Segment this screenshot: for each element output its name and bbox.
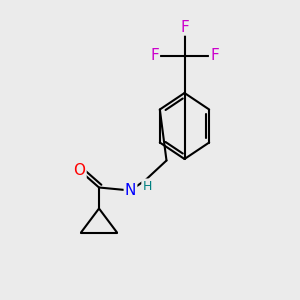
Text: N: N	[125, 183, 136, 198]
Text: O: O	[74, 163, 86, 178]
Text: F: F	[150, 48, 159, 63]
Text: F: F	[180, 20, 189, 34]
Text: H: H	[142, 179, 152, 193]
Text: F: F	[210, 48, 219, 63]
